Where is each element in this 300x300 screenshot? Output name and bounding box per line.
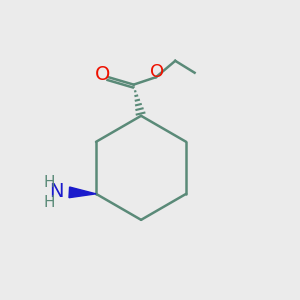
Text: O: O xyxy=(95,65,111,84)
Text: N: N xyxy=(50,182,64,201)
Text: O: O xyxy=(150,63,164,81)
Text: H: H xyxy=(44,195,55,210)
Polygon shape xyxy=(69,187,96,198)
Text: H: H xyxy=(44,175,55,190)
